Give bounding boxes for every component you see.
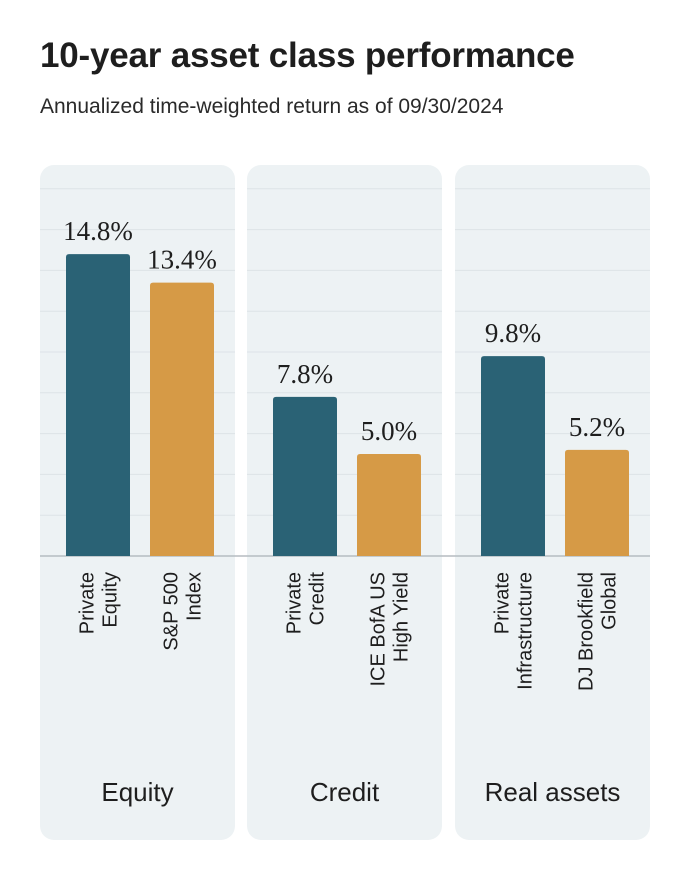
category-label-line: Credit	[307, 572, 329, 626]
category-label-line: Private	[77, 572, 99, 634]
group-label: Equity	[101, 777, 173, 807]
category-label: PrivateInfrastructure	[492, 572, 537, 690]
data-label: 13.4%	[147, 245, 217, 275]
category-label-line: Index	[184, 572, 206, 621]
category-label-line: Private	[284, 572, 306, 634]
category-label: ICE BofA USHigh Yield	[368, 572, 413, 687]
category-label-line: Global	[599, 572, 621, 630]
group-label: Real assets	[485, 777, 621, 807]
chart-title: 10-year asset class performance	[40, 36, 575, 75]
category-label-line: High Yield	[391, 572, 413, 662]
bar	[150, 282, 214, 556]
bar	[357, 454, 421, 556]
bar	[66, 254, 130, 556]
bar	[273, 396, 337, 556]
category-label-line: DJ Brookfield	[576, 572, 598, 691]
bar	[481, 356, 545, 556]
group-panel	[247, 165, 442, 840]
category-label-line: Infrastructure	[515, 572, 537, 690]
group-panel	[455, 165, 650, 840]
category-label: S&P 500Index	[161, 572, 206, 651]
group-label: Credit	[310, 777, 380, 807]
data-label: 9.8%	[485, 318, 541, 348]
category-label-line: Private	[492, 572, 514, 634]
category-label: PrivateCredit	[284, 572, 329, 635]
bar	[565, 449, 629, 556]
data-label: 5.2%	[569, 412, 625, 442]
category-label: DJ BrookfieldGlobal	[576, 572, 621, 691]
data-label: 7.8%	[277, 359, 333, 389]
category-label-line: Equity	[100, 572, 122, 628]
data-label: 5.0%	[361, 416, 417, 446]
data-label: 14.8%	[63, 216, 133, 246]
category-label-line: S&P 500	[161, 572, 183, 651]
category-label: PrivateEquity	[77, 572, 122, 634]
chart-subtitle: Annualized time-weighted return as of 09…	[40, 95, 504, 118]
category-label-line: ICE BofA US	[368, 572, 390, 687]
